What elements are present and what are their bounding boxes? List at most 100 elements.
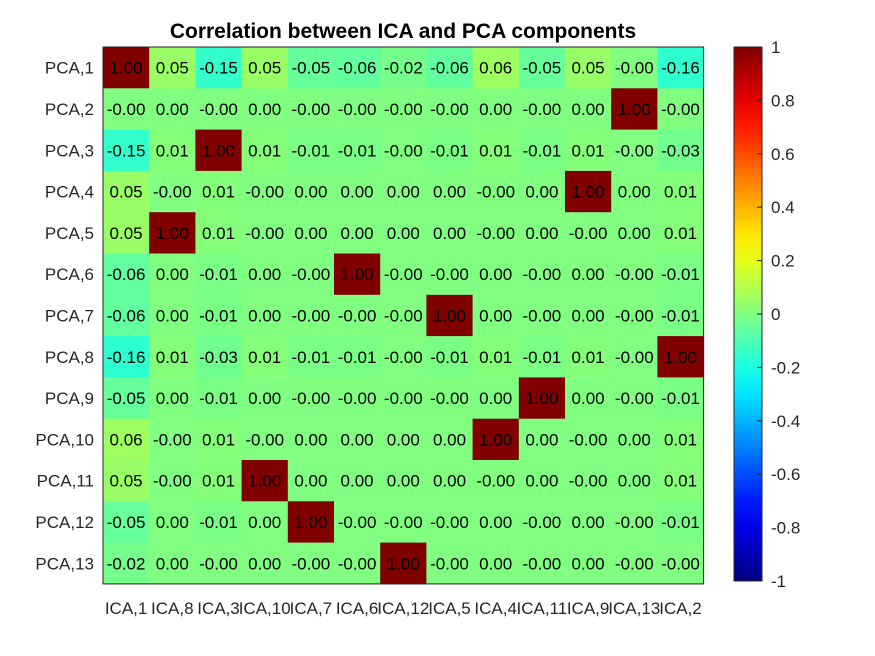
heatmap-cell — [241, 377, 289, 420]
heatmap-cell — [195, 542, 243, 585]
y-tick-label: PCA,7 — [45, 306, 94, 325]
cell-value-label: -0.00 — [523, 306, 562, 325]
heatmap-cell — [426, 253, 474, 296]
heatmap-cell — [565, 47, 612, 89]
plot-frame — [102, 46, 705, 585]
cell-value-label: 0.06 — [479, 59, 512, 78]
heatmap-cell — [149, 336, 196, 378]
cell-value-label: 0.00 — [248, 554, 281, 573]
cell-value-label: -0.00 — [523, 265, 562, 284]
cell-value-label: 0.00 — [156, 265, 189, 284]
heatmap-cell — [565, 88, 612, 131]
cell-value-label: 0.01 — [202, 183, 235, 202]
x-tick-label: ICA,9 — [567, 599, 610, 618]
cell-value-label: 0.05 — [156, 59, 189, 78]
cell-value-label: -0.00 — [430, 513, 469, 532]
heatmap-cell — [195, 47, 243, 89]
colorbar-tick-label: 0.6 — [771, 145, 795, 164]
heatmap-cell — [657, 336, 705, 378]
cell-value-label: -0.00 — [292, 306, 331, 325]
cell-value-label: 0.00 — [479, 100, 512, 119]
cell-value-label: -0.01 — [199, 513, 238, 532]
heatmap-cell — [472, 129, 520, 172]
heatmap-cell — [426, 212, 474, 254]
cell-value-label: 0.01 — [572, 141, 605, 160]
heatmap-cell — [611, 88, 658, 131]
heatmap-cell — [426, 418, 474, 461]
cell-value-label: -0.00 — [615, 265, 654, 284]
heatmap-cell — [565, 336, 612, 378]
cell-value-label: 0.00 — [479, 389, 512, 408]
cell-value-label: 0.01 — [248, 348, 281, 367]
heatmap-cell — [518, 47, 566, 89]
heatmap-cell — [149, 253, 196, 296]
cell-value-label: 1.00 — [664, 348, 697, 367]
cell-value-label: -0.00 — [338, 554, 377, 573]
heatmap-cell — [657, 88, 705, 131]
y-tick-label: PCA,6 — [45, 265, 94, 284]
heatmap-cell — [426, 542, 474, 585]
heatmap-cell — [287, 170, 335, 213]
heatmap-cell — [518, 212, 566, 254]
cell-value-label: -0.00 — [292, 554, 331, 573]
colorbar-tick-label: -1 — [771, 572, 786, 591]
heatmap-cell — [149, 460, 196, 502]
heatmap-cell — [287, 129, 335, 172]
cell-value-label: 0.00 — [525, 430, 558, 449]
x-tick-label: ICA,11 — [517, 599, 568, 618]
heatmap-cell — [195, 460, 243, 502]
heatmap-cell — [103, 418, 150, 461]
heatmap-cell — [149, 294, 196, 337]
heatmap-cell — [241, 129, 289, 172]
cell-value-label: 0.00 — [294, 183, 327, 202]
cell-value-label: -0.01 — [430, 141, 469, 160]
heatmap-cell — [334, 336, 381, 378]
cell-value-label: 1.00 — [341, 265, 374, 284]
cell-value-label: 0.01 — [479, 141, 512, 160]
cell-value-label: 1.00 — [294, 513, 327, 532]
heatmap-cell — [472, 377, 520, 420]
cell-value-label: -0.00 — [523, 100, 562, 119]
cell-value-label: 0.00 — [618, 472, 651, 491]
heatmap-cell — [287, 542, 335, 585]
cell-value-label: -0.00 — [430, 100, 469, 119]
cell-value-label: 0.00 — [248, 100, 281, 119]
cell-value-label: 0.05 — [110, 183, 143, 202]
y-tick-label: PCA,11 — [37, 472, 94, 491]
heatmap-cell — [334, 501, 381, 544]
cell-value-label: -0.01 — [338, 348, 377, 367]
colorbar-tick-labels: -1 -0.8 -0.6 -0.4 -0.2 0 0.2 0.4 0.6 0.8 1 — [757, 38, 800, 591]
colorbar-tick-label: 1 — [771, 38, 780, 57]
x-tick-label: ICA,7 — [290, 599, 333, 618]
cell-value-label: 0.00 — [156, 100, 189, 119]
y-tick-label: PCA,5 — [45, 224, 94, 243]
heatmap-cell — [565, 460, 612, 502]
cell-value-label: -0.00 — [292, 389, 331, 408]
cell-value-label: -0.01 — [430, 348, 469, 367]
heatmap-cell — [657, 170, 705, 213]
heatmap-cell — [426, 377, 474, 420]
heatmap-cell — [334, 377, 381, 420]
cell-value-label: -0.00 — [384, 100, 423, 119]
colorbar-tick-label: 0.8 — [771, 91, 795, 110]
heatmap-cell — [657, 47, 705, 89]
heatmap-cell — [518, 253, 566, 296]
cell-value-label: -0.01 — [661, 389, 700, 408]
cell-value-label: 0.00 — [341, 472, 374, 491]
colorbar-tick-label: -0.8 — [771, 519, 800, 538]
heatmap-cell — [287, 47, 335, 89]
cell-value-label: 1.00 — [525, 389, 558, 408]
heatmap-cell — [518, 460, 566, 502]
heatmap-cell — [657, 542, 705, 585]
cell-value-label: -0.00 — [292, 100, 331, 119]
cell-value-label: -0.00 — [615, 513, 654, 532]
heatmap-cell — [611, 418, 658, 461]
heatmap-cell — [380, 460, 427, 502]
cell-value-label: -0.05 — [107, 513, 146, 532]
heatmap-cell — [611, 460, 658, 502]
cell-value-label: -0.01 — [292, 348, 331, 367]
colorbar-tick-label: 0.2 — [771, 252, 795, 271]
heatmap-cell — [380, 129, 427, 172]
cell-value-label: -0.00 — [569, 430, 608, 449]
cell-value-label: 0.00 — [156, 389, 189, 408]
